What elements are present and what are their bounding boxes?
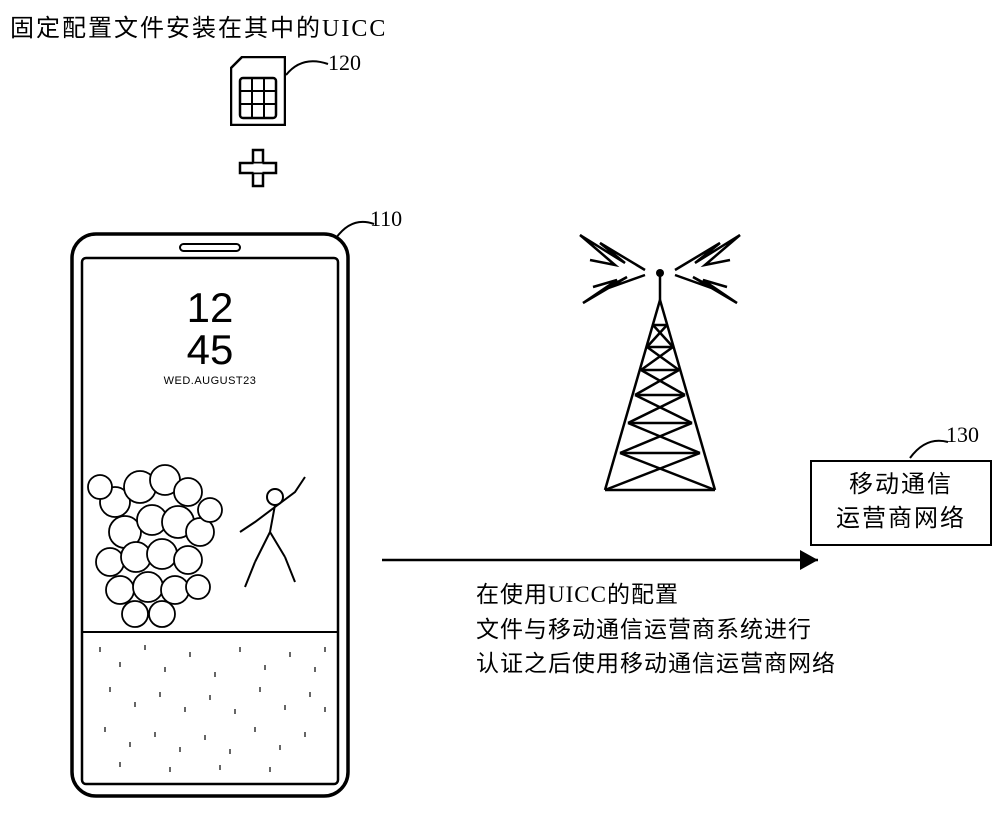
- arrow-icon: [380, 545, 835, 575]
- diagram-title: 固定配置文件安装在其中的UICC: [10, 8, 387, 43]
- caption-line1: 在使用UICC的配置: [476, 578, 836, 613]
- network-label: 130: [946, 422, 979, 448]
- sim-leader-line: [284, 50, 332, 80]
- caption-line3: 认证之后使用移动通信运营商网络: [476, 647, 836, 682]
- cell-tower-icon: [575, 225, 745, 493]
- phone-time-top: 12: [187, 284, 234, 331]
- sim-label: 120: [328, 50, 361, 76]
- sim-card-icon: [230, 56, 286, 126]
- network-line1: 移动通信: [812, 469, 990, 503]
- phone-date: WED.AUGUST23: [164, 375, 257, 387]
- plus-icon: [238, 148, 278, 188]
- network-box: 移动通信 运营商网络: [810, 460, 992, 546]
- network-line2: 运营商网络: [812, 503, 990, 537]
- caption-line2: 文件与移动通信运营商系统进行: [476, 613, 836, 648]
- phone-label: 110: [370, 206, 402, 232]
- phone-time-bottom: 45: [187, 326, 234, 373]
- phone-icon: 12 45 WED.AUGUST23: [70, 232, 350, 798]
- caption: 在使用UICC的配置 文件与移动通信运营商系统进行 认证之后使用移动通信运营商网…: [476, 578, 836, 682]
- diagram-canvas: 固定配置文件安装在其中的UICC 120 12 45 WED.AUGUST23: [0, 0, 1000, 826]
